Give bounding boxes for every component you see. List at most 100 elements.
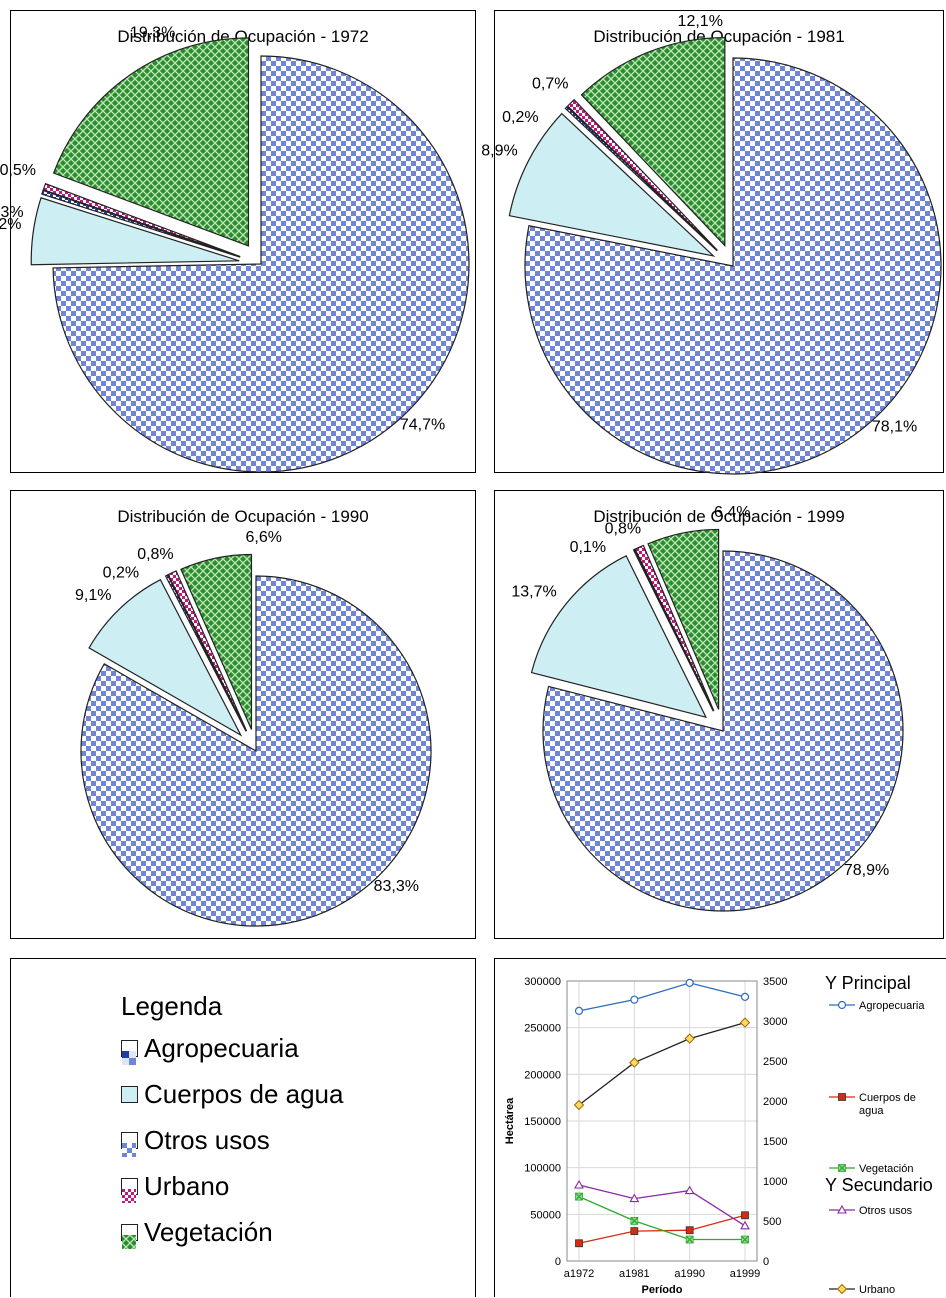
pie-data-label: 8,9% <box>481 142 517 159</box>
pie-slice-vegetacion <box>580 36 726 248</box>
data-point-cuerpos-de-agua <box>741 1211 749 1220</box>
legend-label: Agropecuaria <box>144 1033 299 1063</box>
line-chart: 0 50000 100000 150000 200000 250000 300000 0 500… <box>504 973 933 1296</box>
data-point-urbano <box>739 1017 751 1028</box>
data-point-agropecuaria <box>574 1006 584 1015</box>
legend-marker-otros-usos <box>837 1204 847 1214</box>
pie-data-label: 74,7% <box>400 416 445 433</box>
y-tick-label: 100000 <box>524 1163 561 1175</box>
pie-data-label: 5,2% <box>0 216 22 233</box>
legend-item-cuerpos-de-agua: Cuerpos de agua <box>121 1079 343 1110</box>
legend-marker-agropecuaria <box>837 1000 847 1010</box>
data-point-urbano <box>684 1033 695 1044</box>
pie-data-label: 78,9% <box>844 862 889 879</box>
y-tick-label: 200000 <box>524 1069 561 1081</box>
x-axis-label: Período <box>642 1284 683 1296</box>
series-line-agropecuaria <box>578 982 746 1012</box>
pie-slice-vegetacion <box>647 528 720 710</box>
y2-tick-label: 2000 <box>763 1096 787 1108</box>
pie-slice-urbano <box>42 182 241 258</box>
pie-data-label: 6,6% <box>245 529 281 546</box>
chart-title: Distribución de Ocupación - 1990 <box>117 507 369 526</box>
vegetacion-swatch <box>121 1224 138 1249</box>
legend-title: Legenda <box>121 991 223 1021</box>
data-point-cuerpos-de-agua <box>575 1239 583 1248</box>
x-tick-label: a1981 <box>619 1268 650 1280</box>
pie-slice-urbano <box>167 570 248 732</box>
pie-slice-cuerpos-de-agua <box>508 112 716 257</box>
legend-group-title: Y Secundario <box>825 1175 933 1195</box>
pie-slice-urbano <box>634 544 715 712</box>
legend-marker-vegetacion <box>838 1164 846 1172</box>
pie-panel-1990: Distribución de Ocupación - 1990 83,3% 9,… <box>10 490 476 939</box>
legend-label: Otros usos <box>859 1205 913 1217</box>
series-line-urbano <box>578 1021 746 1106</box>
pie-data-label: 0,2% <box>502 109 538 126</box>
legend-item-otros-usos: Otros usos <box>121 1125 270 1157</box>
legend-label: Agropecuaria <box>859 1000 925 1012</box>
pie-data-label: 0,1% <box>570 539 606 556</box>
chart-title: Distribución de Ocupación - 1972 <box>117 27 369 46</box>
y-tick-label: 300000 <box>524 976 561 988</box>
x-tick-label: a1990 <box>674 1268 705 1280</box>
data-point-cuerpos-de-agua <box>685 1226 694 1235</box>
legend-panel: Legenda Agropecuaria Cuerpos de agua Otr… <box>10 958 476 1297</box>
legend-label: Urbano <box>144 1171 230 1201</box>
legend-label: agua <box>859 1105 884 1117</box>
data-point-agropecuaria <box>685 978 694 987</box>
pie-slice-otros-usos <box>80 575 432 927</box>
legend-marker-urbano <box>836 1283 848 1295</box>
y2-tick-label: 1000 <box>763 1176 787 1188</box>
legend-label: Urbano <box>859 1284 895 1296</box>
pie-slice-otros-usos <box>542 550 904 912</box>
pie-data-label: 12,1% <box>678 13 723 30</box>
legend-group-title: Y Principal <box>825 973 911 993</box>
pie-slice-cuerpos-de-agua <box>88 578 243 737</box>
data-point-vegetacion <box>685 1235 694 1244</box>
y2-tick-label: 500 <box>763 1216 781 1228</box>
chart-title: Distribución de Ocupación - 1999 <box>593 507 845 526</box>
otros-usos-swatch <box>121 1132 138 1157</box>
legend-item-agropecuaria: Agropecuaria <box>121 1033 299 1065</box>
pie-slice-vegetacion <box>52 37 250 247</box>
chart-title: Distribución de Ocupación - 1981 <box>593 27 845 46</box>
legend-item-vegetacion: Vegetación <box>121 1217 273 1249</box>
pie-data-label: 13,7% <box>511 583 556 600</box>
y2-tick-label: 3000 <box>763 1016 787 1028</box>
pie-panel-1981: Distribución de Ocupación - 1981 78,1% 8,… <box>481 10 944 475</box>
pie-panel-1999: Distribución de Ocupación - 1999 78,9% 13… <box>494 490 944 939</box>
legend-label: Otros usos <box>144 1125 270 1155</box>
pie-data-label: 19,3% <box>130 25 175 42</box>
y-tick-label: 50000 <box>530 1209 561 1221</box>
data-point-urbano <box>629 1057 640 1068</box>
pie-data-label: 0,7% <box>532 75 568 92</box>
series-line-otros-usos <box>578 1184 746 1227</box>
pie-data-label: 0,8% <box>605 520 641 537</box>
pie-data-label: 0,5% <box>0 162 36 179</box>
y2-tick-label: 0 <box>763 1256 769 1268</box>
data-point-vegetacion <box>630 1216 639 1225</box>
data-point-otros-usos <box>740 1220 750 1230</box>
y-tick-label: 150000 <box>524 1116 561 1128</box>
legend-label: Vegetación <box>859 1163 913 1175</box>
pie-data-label: 0,2% <box>103 565 139 582</box>
pie-data-label: 9,1% <box>75 587 111 604</box>
pie-chart-1981: 78,1% 8,9% 0,2% 0,7% 12,1% <box>481 13 942 475</box>
data-point-otros-usos <box>684 1185 695 1195</box>
y-axis-label: Hectárea <box>504 1097 516 1144</box>
y2-tick-label: 1500 <box>763 1136 787 1148</box>
pie-chart-1999: 78,9% 13,7% 0,1% 0,8% 6,4% <box>511 504 904 912</box>
pie-slice-cuerpos-de-agua <box>530 554 708 719</box>
pie-slice-cuerpos-de-agua <box>30 197 240 266</box>
x-tick-label: a1972 <box>564 1268 595 1280</box>
data-point-otros-usos <box>629 1193 640 1203</box>
pie-slice-agropecuaria <box>632 548 714 712</box>
pie-slice-vegetacion <box>180 553 253 730</box>
cuerpos-de-agua-swatch <box>121 1086 138 1103</box>
data-point-vegetacion <box>741 1235 749 1244</box>
urbano-swatch <box>121 1178 138 1203</box>
pie-data-label: 6,4% <box>714 504 750 521</box>
pie-panel-1972: Distribución de Ocupación - 1972 74,7% 5,… <box>0 10 476 473</box>
legend-label: Cuerpos de agua <box>144 1079 344 1109</box>
plot-area <box>566 980 758 1262</box>
